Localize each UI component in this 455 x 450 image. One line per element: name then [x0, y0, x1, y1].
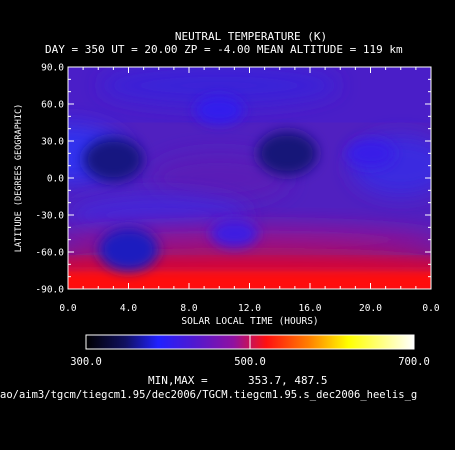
x-tick-label: 20.0 — [359, 303, 382, 314]
x-tick-label: 16.0 — [299, 303, 322, 314]
colorbar-ticks: 300.0 500.0 700.0 — [70, 335, 430, 368]
south-hot-band — [68, 266, 431, 289]
field-blob — [149, 153, 290, 203]
field-blob — [99, 67, 340, 106]
chart-subtitle: DAY = 350 UT = 20.00 ZP = -4.00 MEAN ALT… — [45, 43, 403, 56]
y-tick-label: 0.0 — [47, 174, 64, 185]
y-tick-label: 90.0 — [41, 63, 64, 74]
x-tick-label: 12.0 — [238, 303, 261, 314]
file-path: ao/aim3/tgcm/tiegcm1.95/dec2006/TGCM.tie… — [0, 389, 417, 401]
chart-title: NEUTRAL TEMPERATURE (K) — [175, 30, 327, 43]
y-tick-label: 30.0 — [41, 137, 64, 148]
y-axis: 90.0 60.0 30.0 0.0 -30.0 -60.0 -90.0 — [35, 63, 431, 296]
x-tick-label: 8.0 — [180, 303, 197, 314]
y-tick-label: -90.0 — [35, 285, 64, 296]
field-warm-center — [195, 96, 244, 125]
y-tick-label: -60.0 — [35, 248, 64, 259]
x-tick-label: 0.0 — [422, 303, 439, 314]
colorbar-tick-label: 700.0 — [398, 356, 430, 368]
x-axis-label: SOLAR LOCAL TIME (HOURS) — [181, 316, 318, 327]
field-warm-center — [346, 139, 395, 168]
y-tick-label: -30.0 — [35, 211, 64, 222]
x-tick-label: 4.0 — [120, 303, 137, 314]
field-warm-center — [210, 219, 259, 248]
field-cool-center — [98, 227, 159, 272]
y-tick-label: 60.0 — [41, 100, 64, 111]
south-warm-band — [68, 259, 431, 268]
field-cool-center — [83, 137, 144, 182]
minmax-label: MIN,MAX = — [148, 374, 208, 387]
x-tick-label: 0.0 — [59, 303, 76, 314]
colorbar-tick-label: 500.0 — [234, 356, 266, 368]
field-cool-center — [257, 131, 318, 176]
heatmap-area — [68, 67, 431, 289]
colorbar-tick-label: 300.0 — [70, 356, 102, 368]
minmax-values: 353.7, 487.5 — [248, 374, 327, 387]
x-axis: 0.0 4.0 8.0 12.0 16.0 20.0 0.0 — [59, 67, 440, 314]
y-axis-label: LATITUDE (DEGREES GEOGRAPHIC) — [14, 104, 24, 252]
